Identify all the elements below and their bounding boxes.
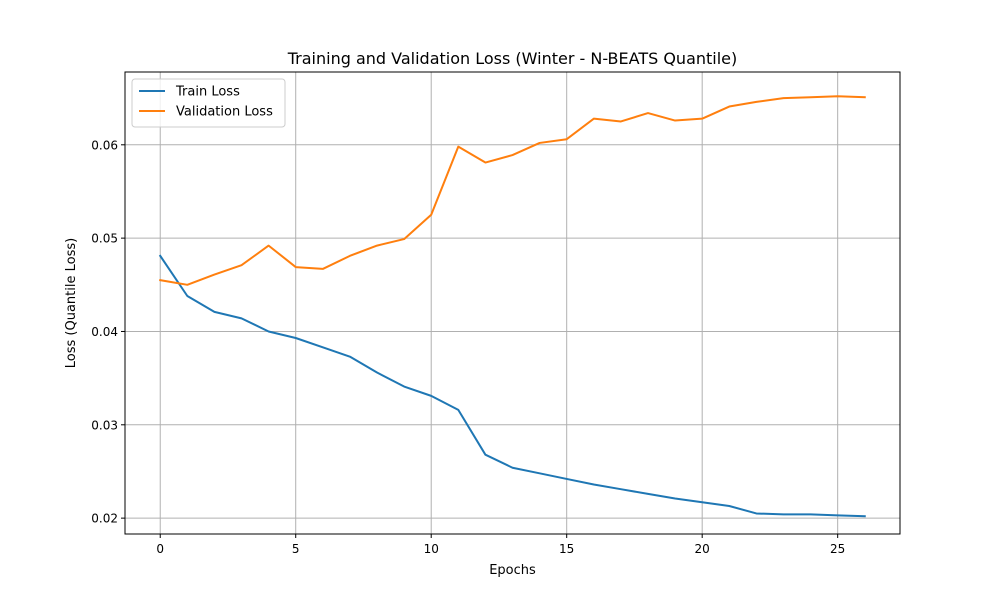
chart-title: Training and Validation Loss (Winter - N…: [287, 49, 738, 68]
x-tick-label: 10: [424, 542, 439, 556]
y-axis-ticks: 0.02 0.03 0.04 0.05 0.06: [91, 138, 125, 526]
legend-box: [131, 78, 286, 128]
plot-frame: [124, 71, 901, 535]
y-tick-label: 0.04: [91, 325, 118, 339]
x-tick-label: 5: [292, 542, 300, 556]
series-line-validation-loss: [159, 95, 866, 286]
y-tick-label: 0.02: [91, 512, 118, 526]
legend-label-validation-loss: Validation Loss: [176, 105, 273, 120]
y-tick-label: 0.03: [91, 418, 118, 432]
legend-label-train-loss: Train Loss: [175, 85, 240, 100]
x-tick-label: 25: [830, 542, 845, 556]
series-line-train-loss: [158, 254, 866, 518]
x-tick-label: 20: [695, 542, 710, 556]
legend: Train Loss Validation Loss: [131, 78, 286, 128]
x-axis-label: Epochs: [489, 563, 536, 578]
x-tick-label: 15: [559, 542, 574, 556]
x-axis-ticks: 0 5 10 15 20 25: [156, 534, 845, 556]
grid: [125, 72, 900, 534]
x-tick-label: 0: [156, 542, 164, 556]
y-tick-label: 0.05: [91, 232, 118, 246]
y-axis-label: Loss (Quantile Loss): [64, 238, 79, 368]
series-lines: [158, 95, 866, 518]
y-tick-label: 0.06: [91, 138, 118, 152]
